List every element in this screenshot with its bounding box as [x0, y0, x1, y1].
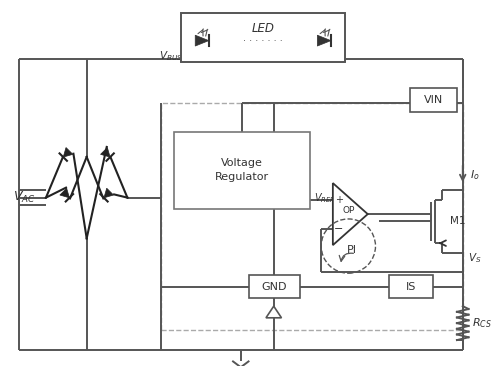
Text: $R_{CS}$: $R_{CS}$ [472, 316, 492, 330]
Text: −: − [334, 224, 343, 234]
Polygon shape [195, 35, 209, 46]
Polygon shape [317, 35, 331, 46]
Bar [389, 275, 433, 298]
Text: $V_{BUS}$: $V_{BUS}$ [159, 49, 183, 63]
Bar [162, 103, 463, 330]
Bar [174, 132, 310, 209]
Text: $I_o$: $I_o$ [470, 169, 480, 182]
Polygon shape [60, 188, 70, 198]
Polygon shape [266, 306, 282, 318]
Text: $V_{AC}$: $V_{AC}$ [13, 190, 36, 205]
Bar [181, 13, 345, 62]
Polygon shape [104, 188, 114, 198]
Bar [248, 275, 300, 298]
Text: OP: OP [342, 206, 355, 215]
Text: IS: IS [406, 282, 416, 292]
Text: · · · · · · ·: · · · · · · · [243, 36, 283, 46]
Text: $V_{REF}$: $V_{REF}$ [315, 192, 336, 205]
Polygon shape [63, 148, 73, 157]
Text: LED: LED [251, 22, 275, 35]
Text: PI: PI [347, 245, 357, 255]
Text: VIN: VIN [424, 95, 443, 105]
Polygon shape [333, 183, 368, 245]
Text: M1: M1 [450, 216, 466, 226]
Text: Voltage
Regulator: Voltage Regulator [215, 158, 269, 183]
Text: $V_S$: $V_S$ [467, 251, 481, 264]
Text: +: + [334, 195, 343, 205]
Text: GND: GND [261, 282, 287, 292]
Polygon shape [101, 148, 110, 157]
Bar [411, 88, 457, 112]
